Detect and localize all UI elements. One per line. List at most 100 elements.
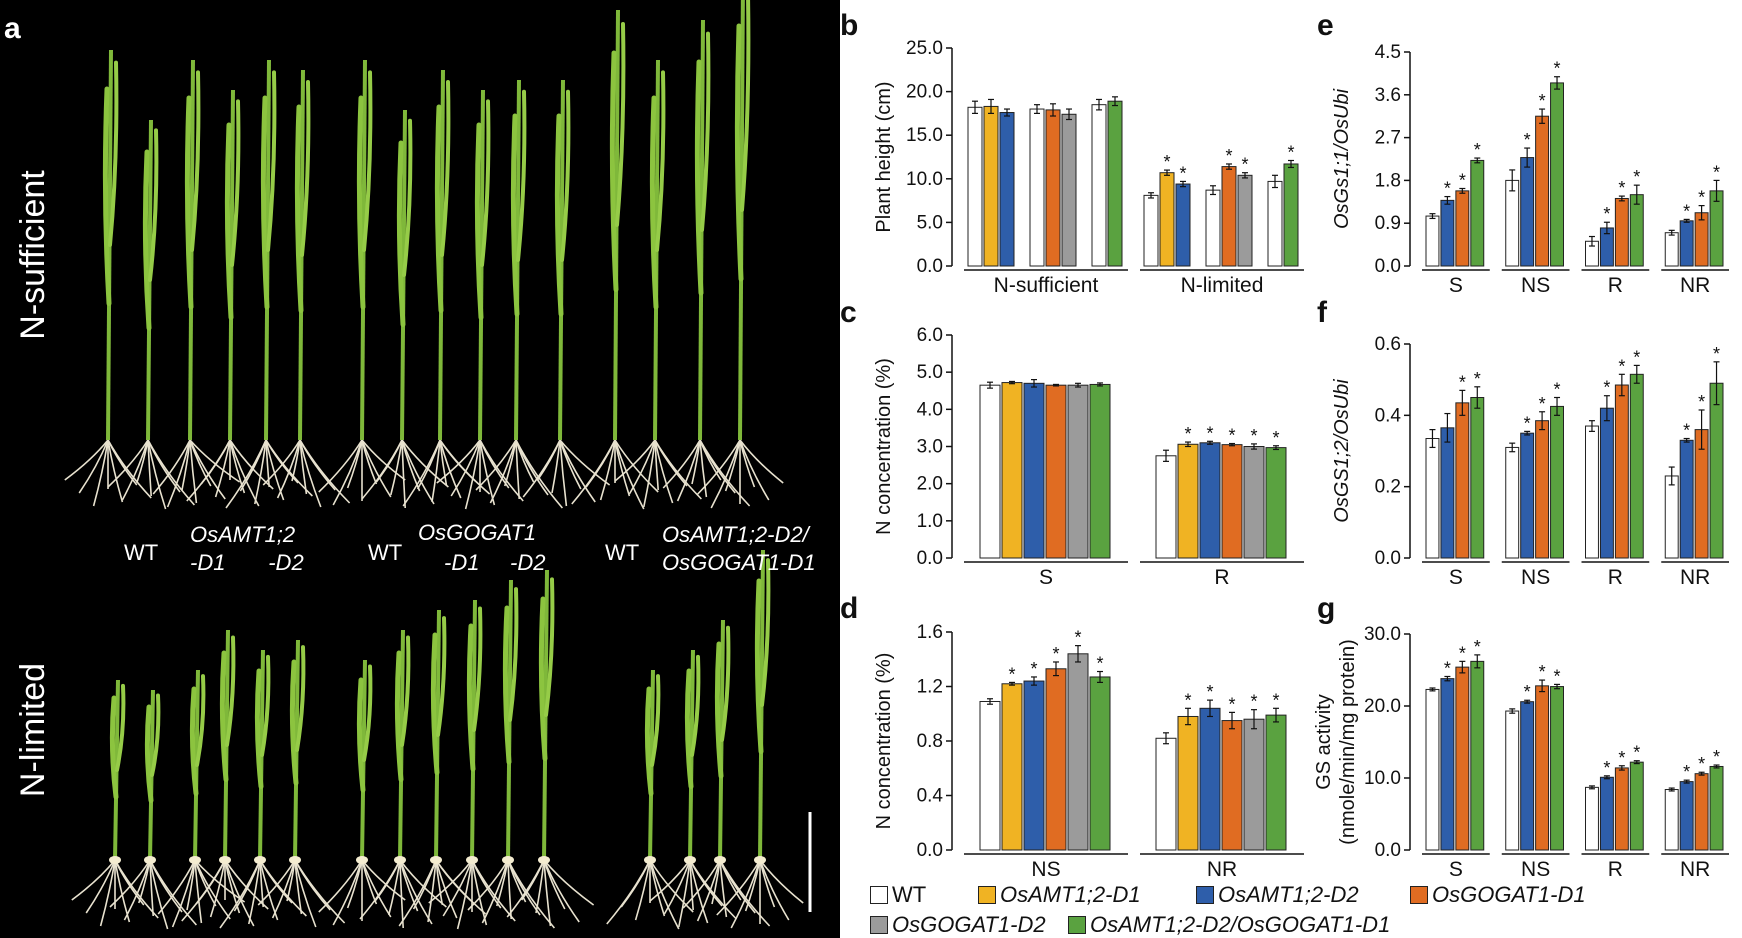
root <box>209 859 226 918</box>
leaf <box>356 677 366 793</box>
significance-star: * <box>1524 682 1531 702</box>
y-tick-label: 10.0 <box>906 169 943 190</box>
y-axis-label-unit: (nmole/min/mg protein) <box>1337 639 1359 845</box>
root <box>507 859 512 920</box>
chart-panel-d: d 0.0 0.4 0.8 1.2 1.6 N concentration (%) * * * * *… <box>840 592 1304 881</box>
root <box>138 859 151 904</box>
y-tick-label: 5.0 <box>917 212 943 233</box>
y-tick-label: 1.2 <box>917 677 943 698</box>
leaf <box>615 21 626 227</box>
root <box>361 859 392 918</box>
bar <box>1001 683 1023 851</box>
y-tick-label: 0.4 <box>1375 405 1402 426</box>
y-tick-label: 4.0 <box>917 399 943 420</box>
bar <box>1425 688 1440 851</box>
root <box>224 859 255 927</box>
significance-star: * <box>1052 644 1059 664</box>
root <box>257 859 296 906</box>
leaf <box>655 70 666 252</box>
significance-star: * <box>1444 658 1451 678</box>
root <box>149 859 169 930</box>
seed <box>502 856 514 864</box>
leaf <box>230 99 241 267</box>
rice-seedling <box>402 69 491 507</box>
root <box>682 859 721 909</box>
y-axis-label: N concentration (%) <box>873 653 895 830</box>
bar <box>1159 172 1175 267</box>
root <box>515 439 564 509</box>
chart-panel-c: c 0.0 1.0 2.0 3.0 4.0 5.0 6.0 N concentration (%… <box>840 296 1304 589</box>
root <box>489 439 517 504</box>
y-tick-label: 0.4 <box>917 786 944 807</box>
root <box>439 439 491 495</box>
root <box>543 859 552 927</box>
significance-star: * <box>1633 167 1640 187</box>
plants-n-sufficient <box>64 0 784 510</box>
bar <box>1177 715 1199 851</box>
leaf <box>760 558 771 707</box>
legend-swatch <box>870 916 888 934</box>
bar <box>1709 190 1724 267</box>
bar <box>1679 220 1694 267</box>
root <box>361 439 406 481</box>
bar <box>1455 190 1470 267</box>
group-label: N-limited <box>1181 274 1264 297</box>
bar <box>1694 212 1709 267</box>
root <box>186 859 196 911</box>
bar <box>1455 666 1470 851</box>
bar <box>1470 159 1485 267</box>
bar <box>1061 113 1077 267</box>
root <box>759 859 790 921</box>
leaf <box>190 70 201 252</box>
leaf <box>466 623 476 772</box>
root <box>649 859 680 930</box>
group-label: S <box>1449 858 1463 881</box>
root <box>559 439 596 503</box>
bar <box>1001 382 1023 559</box>
significance-star: * <box>1459 643 1466 663</box>
significance-star: * <box>1633 347 1640 367</box>
y-tick-label: 0.0 <box>1375 840 1401 861</box>
y-tick-label: 0.0 <box>1375 548 1401 569</box>
significance-star: * <box>1539 394 1546 414</box>
plants-n-limited <box>71 549 804 930</box>
rice-seedling <box>361 109 449 509</box>
root <box>614 439 659 493</box>
bar-charts-svg: b 0.0 5.0 10.0 15.0 20.0 25.0 Plant height (cm)… <box>840 9 1729 881</box>
root <box>136 439 149 484</box>
leaf <box>734 23 744 282</box>
bar <box>1664 789 1679 851</box>
root <box>481 859 509 924</box>
bar <box>1629 761 1644 851</box>
group-label: NS <box>1521 566 1550 589</box>
root <box>744 859 761 912</box>
root <box>259 859 279 921</box>
significance-star: * <box>1459 170 1466 190</box>
root <box>375 439 403 483</box>
legend-swatch <box>1196 886 1214 904</box>
genotype-label-osgogat1-lines: -D1 -D2 <box>444 550 545 575</box>
rice-seedling <box>682 619 771 927</box>
root <box>649 859 691 902</box>
condition-label-n-sufficient: N-sufficient <box>14 170 52 340</box>
bar <box>1455 402 1470 559</box>
root <box>401 439 406 509</box>
bar <box>1045 384 1067 559</box>
root <box>123 859 151 921</box>
genotype-label-wt-2: WT <box>368 540 402 565</box>
leaf <box>224 122 234 320</box>
y-tick-label: 1.0 <box>917 511 943 532</box>
bar <box>1629 373 1644 559</box>
bar <box>1505 179 1520 267</box>
bar <box>1664 232 1679 267</box>
leaf <box>510 113 520 317</box>
chart-panel-e: e 0.0 0.9 1.8 2.7 3.6 4.5 OsGs1;1/OsUbi * * * S * * * N… <box>1317 9 1729 297</box>
leaf <box>108 60 119 247</box>
root <box>412 859 437 910</box>
root <box>147 439 167 510</box>
leaf <box>225 635 236 747</box>
group-label: NS <box>1521 274 1550 297</box>
y-tick-label: 0.0 <box>1375 256 1401 277</box>
significance-star: * <box>1618 748 1625 768</box>
root <box>254 439 267 505</box>
